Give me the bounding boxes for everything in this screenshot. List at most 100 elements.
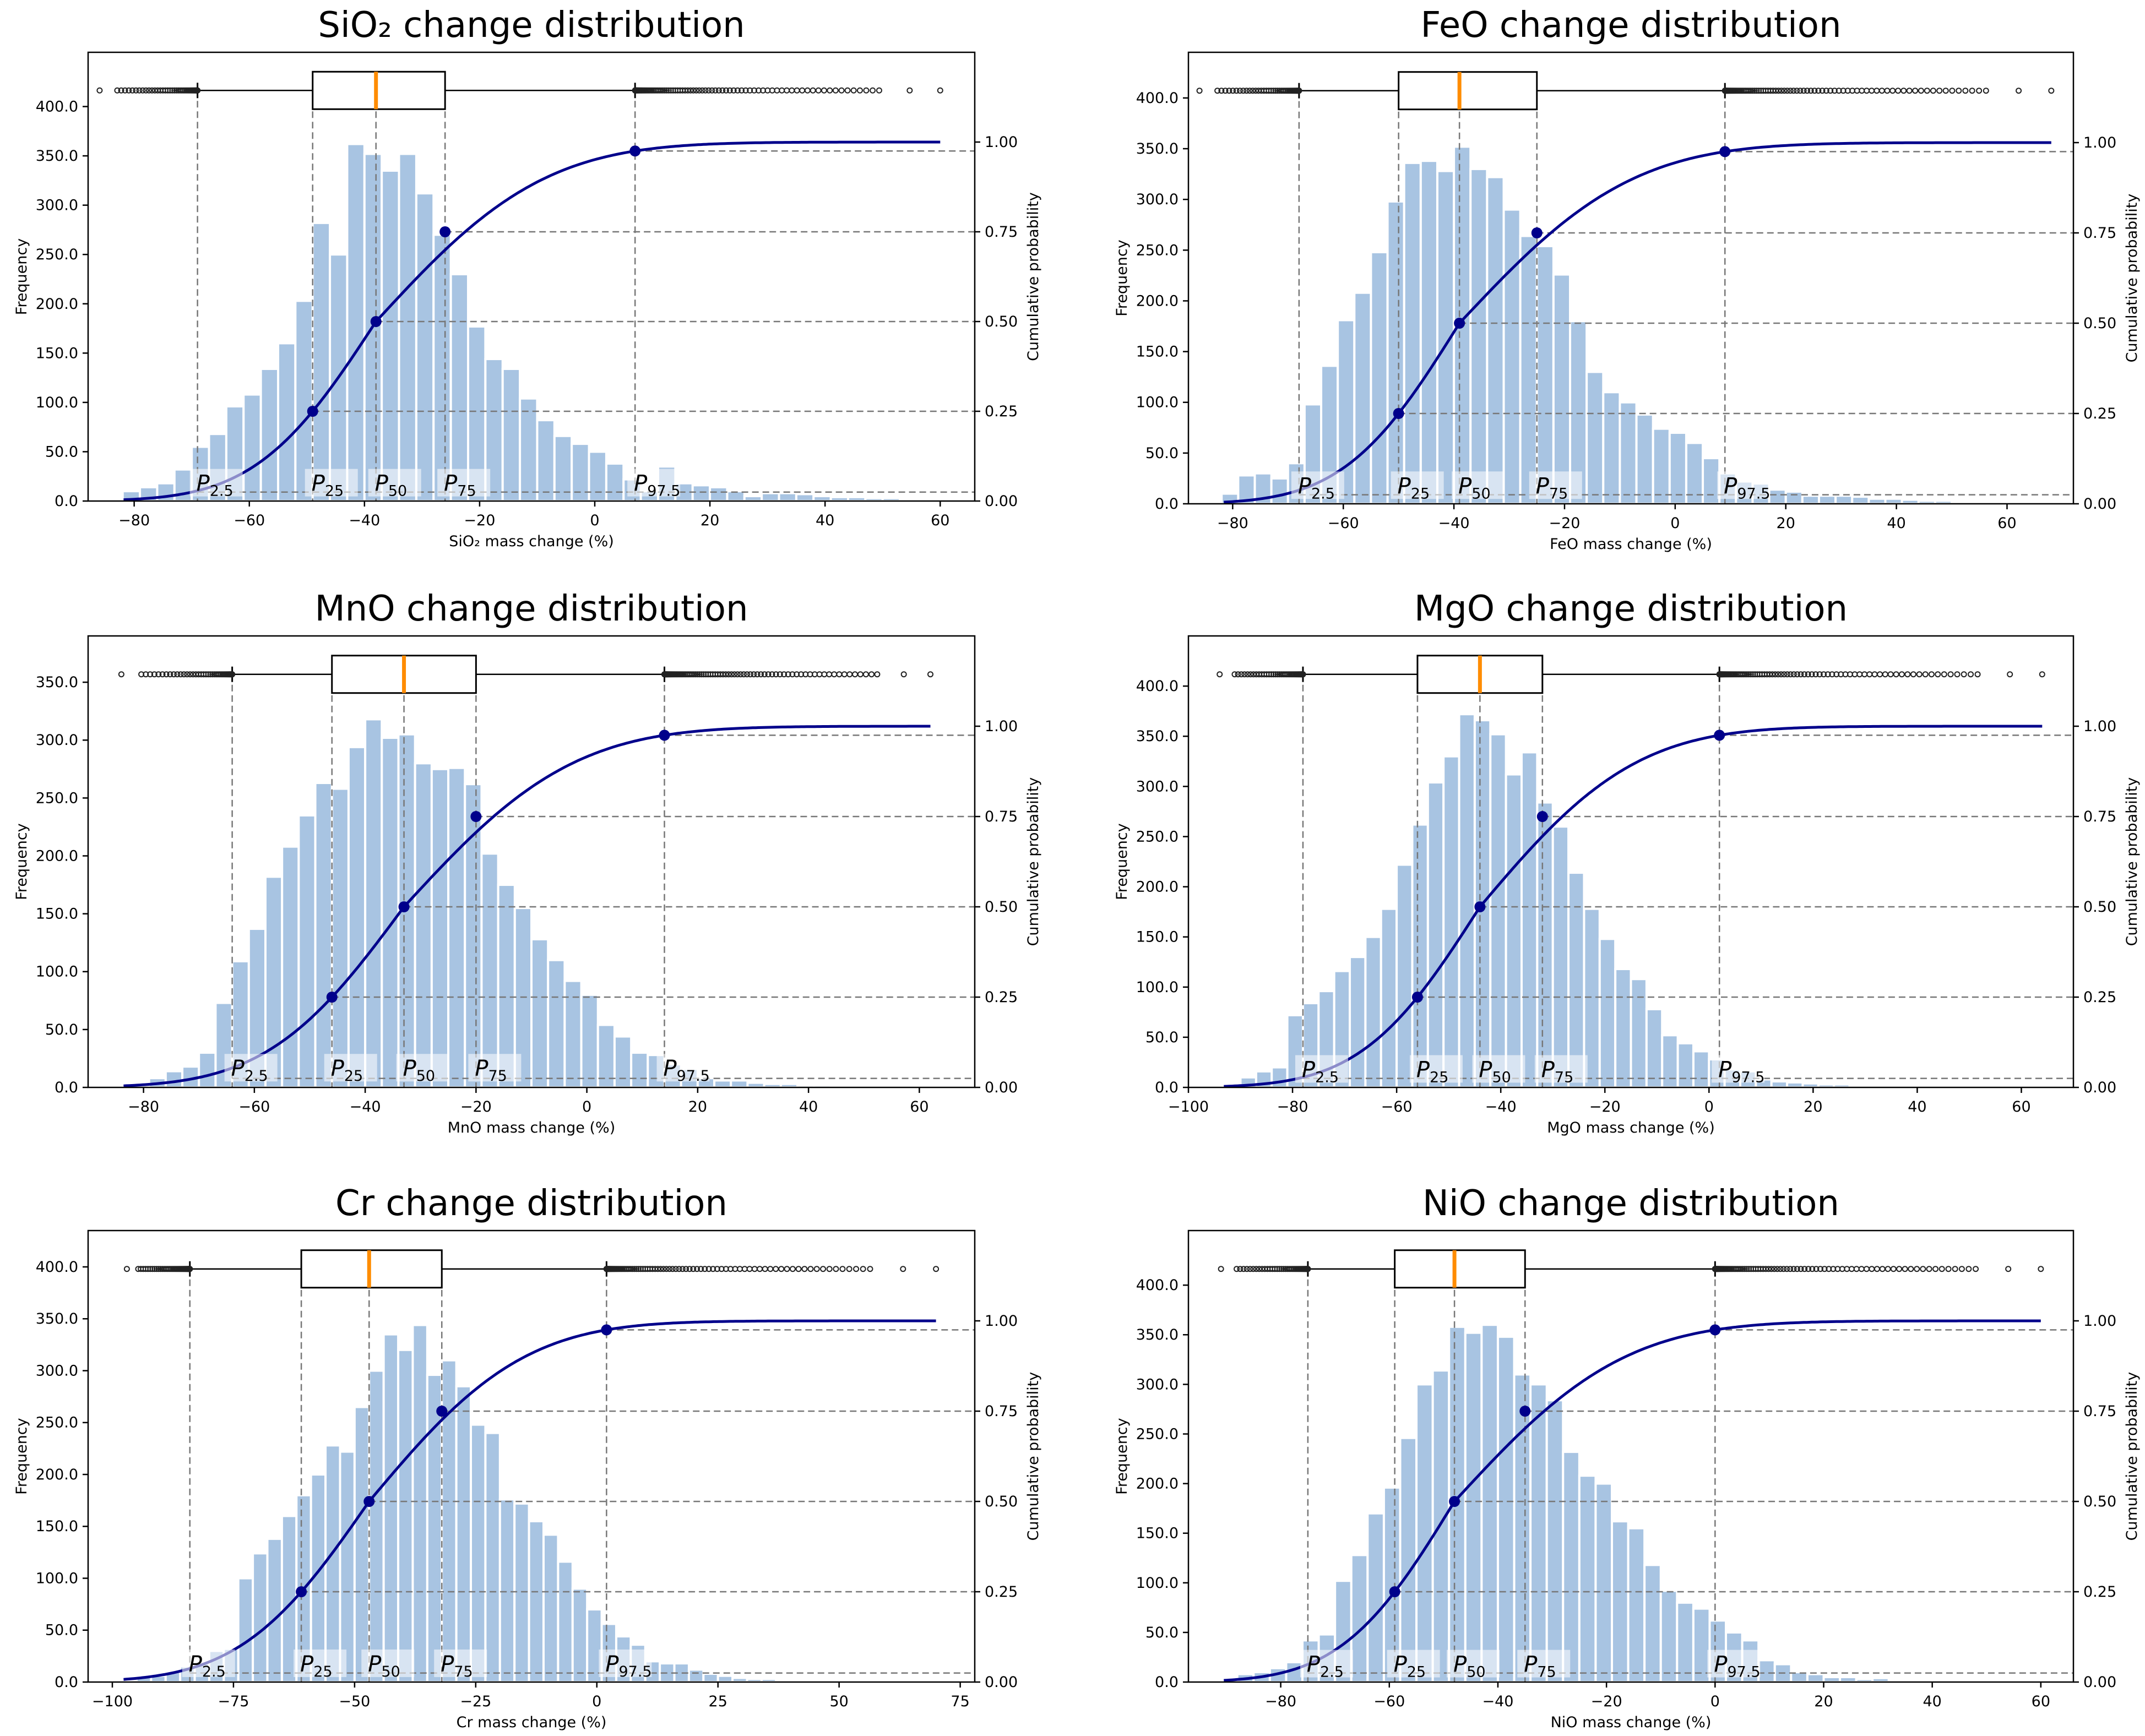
chart-panel-6: P2.5 P25 P50 P75 P97.5−80 −60 −40 −20 0 20 40 600.0…: [1114, 1183, 2141, 1731]
x-axis-label: NiO mass change (%): [1551, 1714, 1712, 1731]
cdf-marker: [1393, 408, 1404, 419]
x-tick-label: 60: [931, 512, 949, 529]
percentile-label-main: P: [1453, 1652, 1467, 1678]
outlier-point: [867, 1266, 873, 1272]
box-plot: [1196, 71, 2055, 111]
x-tick-label: 0: [1704, 1098, 1714, 1115]
outlier-point: [2048, 88, 2055, 94]
box-plot: [123, 1249, 940, 1289]
y-tick-label: 350.0: [1136, 728, 1179, 745]
outlier-point: [1243, 1266, 1250, 1272]
histogram-bar: [1585, 371, 1605, 504]
outlier-point: [789, 1266, 796, 1272]
histogram-bar: [1661, 1034, 1679, 1087]
histogram-bar: [484, 1432, 501, 1682]
outlier-point: [660, 87, 666, 94]
x-tick-label: 40: [1908, 1098, 1926, 1115]
outlier-point: [118, 87, 124, 94]
outlier-point: [2038, 1266, 2044, 1272]
outlier-point: [833, 1266, 839, 1272]
box-outliers: [123, 1266, 940, 1272]
histogram-bar: [1884, 497, 1903, 504]
outlier-point: [741, 1266, 748, 1272]
histogram-bar: [709, 486, 729, 501]
outlier-point: [730, 87, 737, 94]
outlier-point: [1801, 1266, 1808, 1272]
outlier-point: [754, 671, 761, 678]
x-tick-label: 40: [816, 512, 834, 529]
percentile-label-bg: [182, 1649, 235, 1677]
histogram-bar: [571, 1587, 589, 1682]
histogram-bar: [1562, 1450, 1581, 1682]
outlier-point: [1236, 88, 1243, 94]
outlier-point: [636, 1266, 642, 1272]
outlier-point: [1274, 88, 1281, 94]
outlier-point: [723, 671, 729, 678]
box-outliers: [1218, 1266, 2044, 1272]
axes-frame: [87, 635, 976, 1089]
x-tick-label: −75: [218, 1693, 249, 1710]
outlier-point: [129, 87, 135, 94]
outlier-point: [746, 1266, 753, 1272]
x-tick-label: −50: [339, 1693, 370, 1710]
histogram-bar: [547, 959, 566, 1087]
outlier-point: [836, 671, 843, 678]
outlier-point: [870, 87, 876, 94]
outlier-point: [685, 87, 691, 94]
histogram-bars: [1239, 713, 1929, 1087]
cdf-marker: [326, 992, 338, 1003]
outlier-point: [1790, 1266, 1797, 1272]
percentile-label-bg: [1472, 1055, 1525, 1083]
outlier-point: [1869, 88, 1875, 94]
percentile-label: P2.5: [189, 1652, 226, 1680]
cdf-marker: [629, 145, 641, 157]
x-tick-label: 60: [910, 1098, 928, 1115]
percentile-label-sub: 25: [313, 1663, 332, 1680]
box-iqr: [1394, 1249, 1526, 1289]
percentile-label-sub: 2.5: [1315, 1069, 1339, 1086]
percentile-label-sub: 97.5: [618, 1663, 651, 1680]
outlier-point: [147, 671, 154, 678]
outlier-point: [1974, 671, 1981, 678]
percentile-label: P97.5: [634, 471, 680, 500]
outlier-point: [1811, 88, 1818, 94]
outlier-point: [1256, 671, 1262, 678]
outlier-point: [1969, 88, 1975, 94]
outlier-point: [1893, 671, 1899, 678]
histogram-bar: [314, 782, 333, 1087]
percentile-label-sub: 50: [416, 1068, 435, 1085]
x-axis-label: FeO mass change (%): [1550, 536, 1712, 553]
histogram-bar: [294, 300, 314, 501]
outlier-point: [1753, 88, 1760, 94]
outlier-point: [751, 87, 757, 94]
outlier-point: [1809, 671, 1815, 678]
histogram-bar: [398, 153, 417, 501]
percentile-label-sub: 2.5: [1311, 485, 1335, 502]
percentile-label-bg: [627, 469, 681, 497]
x-tick-label: −60: [1373, 1693, 1405, 1710]
y2-tick-label: 0.25: [985, 989, 1018, 1006]
outlier-point: [1250, 88, 1256, 94]
outlier-point: [1895, 88, 1902, 94]
outlier-point: [686, 1266, 693, 1272]
outlier-point: [1284, 1266, 1291, 1272]
outlier-point: [810, 87, 816, 94]
outlier-point: [1887, 671, 1894, 678]
histogram-bar: [432, 233, 452, 501]
outlier-point: [1956, 88, 1962, 94]
percentile-label: P75: [1541, 1057, 1573, 1086]
outlier-point: [1740, 1266, 1746, 1272]
outlier-point: [664, 87, 670, 94]
axes-frame: [1187, 51, 2075, 505]
box-plot: [1218, 1249, 2044, 1289]
histogram-bar: [613, 1035, 633, 1087]
y2-tick-label: 0.50: [2083, 1493, 2116, 1510]
y-tick-label: 150.0: [36, 1518, 78, 1535]
histogram-bar: [1529, 1383, 1548, 1682]
outlier-point: [1947, 671, 1954, 678]
outlier-point: [187, 671, 193, 678]
outlier-point: [801, 1266, 808, 1272]
y2-tick-label: 0.75: [2083, 1403, 2116, 1420]
outlier-point: [118, 671, 124, 678]
outlier-point: [690, 1266, 697, 1272]
